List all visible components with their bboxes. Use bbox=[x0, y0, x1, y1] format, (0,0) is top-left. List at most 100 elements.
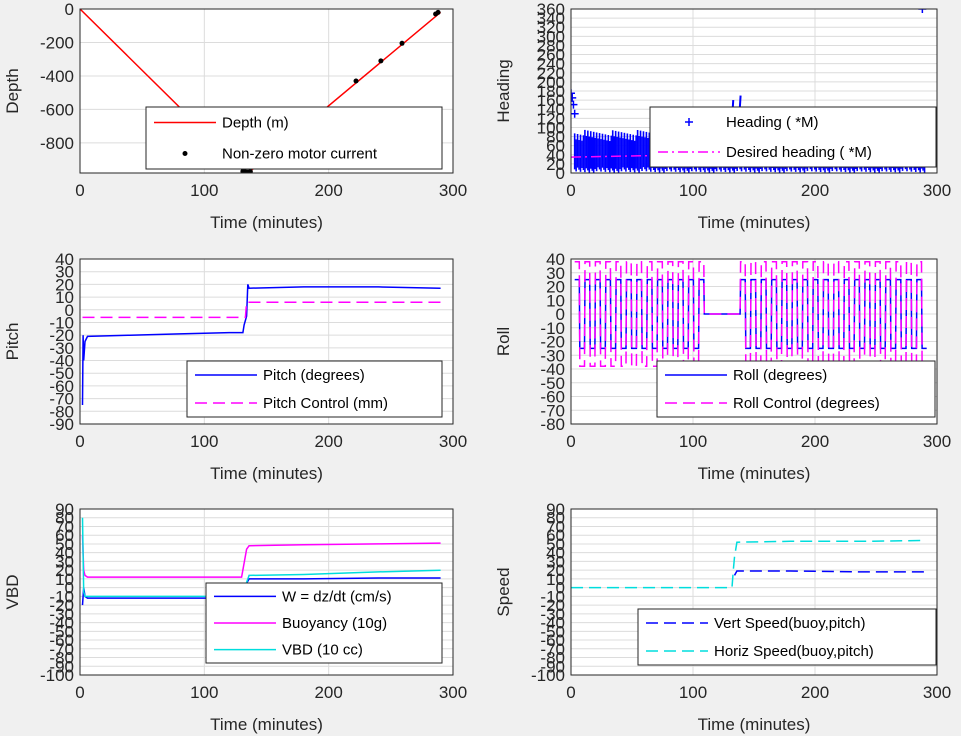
y-tick-label: 30 bbox=[55, 263, 74, 282]
y-tick-label: 0 bbox=[65, 579, 74, 598]
x-tick-label: 200 bbox=[314, 683, 342, 702]
x-tick-label: 100 bbox=[679, 683, 707, 702]
y-tick-label: 10 bbox=[546, 291, 565, 310]
axes-box bbox=[570, 258, 938, 425]
y-tick-label: 20 bbox=[546, 278, 565, 297]
legend: Roll (degrees) Roll Control (degrees) bbox=[656, 360, 936, 418]
y-tick-label: -20 bbox=[540, 596, 565, 615]
y-tick-label: 40 bbox=[55, 250, 74, 269]
x-axis-label: Time (minutes) bbox=[698, 213, 811, 232]
y-tick-label: -70 bbox=[49, 390, 74, 409]
legend: Pitch (degrees) Pitch Control (mm) bbox=[186, 360, 443, 418]
x-axis-label: Time (minutes) bbox=[210, 213, 323, 232]
x-tick-label: 300 bbox=[923, 181, 951, 200]
y-tick-label: -90 bbox=[49, 657, 74, 676]
y-tick-label: 80 bbox=[546, 128, 565, 147]
y-axis-label: Depth bbox=[3, 68, 22, 113]
legend-marker bbox=[685, 118, 693, 126]
y-tick-label: 10 bbox=[546, 570, 565, 589]
y-tick-label: -50 bbox=[49, 364, 74, 383]
y-tick-label: 220 bbox=[537, 64, 565, 83]
y-tick-label: 80 bbox=[55, 509, 74, 528]
legend-label: Horiz Speed(buoy,pitch) bbox=[714, 643, 874, 660]
y-tick-label: 60 bbox=[546, 526, 565, 545]
x-tick-label: 300 bbox=[439, 683, 467, 702]
y-tick-label: -40 bbox=[540, 614, 565, 633]
y-tick-label: -100 bbox=[531, 666, 565, 685]
y-tick-label: -60 bbox=[540, 388, 565, 407]
legend-box bbox=[145, 106, 443, 170]
y-tick-label: -30 bbox=[49, 339, 74, 358]
y-tick-label: 360 bbox=[537, 0, 565, 19]
axes-box bbox=[79, 508, 454, 676]
x-tick-label: 200 bbox=[801, 181, 829, 200]
y-tick-label: -40 bbox=[49, 614, 74, 633]
legend: W = dz/dt (cm/s) Buoyancy (10g) VBD (10 cc… bbox=[205, 582, 443, 664]
y-axis-label: Heading bbox=[494, 59, 513, 122]
series-line-0 bbox=[574, 278, 927, 350]
y-axis-label: VBD bbox=[3, 575, 22, 610]
x-tick-label: 200 bbox=[314, 432, 342, 451]
y-tick-label: -200 bbox=[40, 33, 74, 52]
y-tick-label: 0 bbox=[556, 579, 565, 598]
series-line-1 bbox=[81, 535, 441, 578]
legend-label: Heading ( *M) bbox=[726, 114, 819, 131]
y-tick-label: 0 bbox=[556, 305, 565, 324]
y-tick-label: -20 bbox=[540, 333, 565, 352]
legend-box bbox=[656, 360, 936, 418]
y-tick-label: -10 bbox=[49, 313, 74, 332]
y-tick-label: 300 bbox=[537, 27, 565, 46]
x-tick-label: 0 bbox=[566, 683, 575, 702]
legend: Depth (m) Non-zero motor current bbox=[145, 106, 443, 170]
y-tick-label: 320 bbox=[537, 18, 565, 37]
legend-marker bbox=[182, 151, 188, 156]
y-tick-label: -80 bbox=[540, 415, 565, 434]
y-tick-label: 340 bbox=[537, 9, 565, 28]
y-tick-label: -20 bbox=[49, 596, 74, 615]
series-group bbox=[80, 9, 442, 173]
y-tick-label: -80 bbox=[49, 649, 74, 668]
y-tick-label: -60 bbox=[49, 631, 74, 650]
legend-label: Desired heading ( *M) bbox=[726, 144, 872, 161]
legend-label: Roll (degrees) bbox=[733, 367, 827, 384]
x-tick-label: 0 bbox=[566, 181, 575, 200]
legend-label: VBD (10 cc) bbox=[282, 642, 363, 659]
series-line-1 bbox=[574, 261, 927, 368]
y-tick-label: 260 bbox=[537, 46, 565, 65]
data-point bbox=[571, 89, 575, 98]
y-tick-label: 180 bbox=[537, 82, 565, 101]
legend-label: Vert Speed(buoy,pitch) bbox=[714, 615, 865, 632]
y-tick-label: -10 bbox=[49, 587, 74, 606]
x-tick-label: 100 bbox=[679, 432, 707, 451]
y-tick-label: -600 bbox=[40, 100, 74, 119]
x-tick-label: 200 bbox=[801, 683, 829, 702]
y-tick-label: 60 bbox=[55, 526, 74, 545]
legend-label: Non-zero motor current bbox=[222, 146, 378, 163]
data-point bbox=[378, 58, 384, 64]
y-tick-label: -100 bbox=[40, 666, 74, 685]
chart-pitch: 0 100 200 300403020100-10-20-30-40-50-60-70… bbox=[3, 250, 467, 483]
y-axis-label: Speed bbox=[494, 567, 513, 616]
x-axis-label: Time (minutes) bbox=[210, 715, 323, 734]
series-group bbox=[571, 539, 925, 589]
x-tick-label: 300 bbox=[923, 432, 951, 451]
x-tick-label: 0 bbox=[75, 683, 84, 702]
axes-box bbox=[79, 8, 454, 174]
series-line-0 bbox=[81, 284, 441, 406]
legend-box bbox=[649, 106, 937, 168]
y-tick-label: 20 bbox=[55, 275, 74, 294]
data-point bbox=[571, 100, 578, 109]
y-tick-label: 50 bbox=[55, 535, 74, 554]
x-tick-label: 200 bbox=[801, 432, 829, 451]
chart-depth: 0 100 200 300 0 -200 -400 -600 -800 Time (minutes… bbox=[3, 0, 467, 232]
y-tick-label: 140 bbox=[537, 100, 565, 119]
y-tick-label: -50 bbox=[49, 622, 74, 641]
data-point bbox=[247, 169, 253, 173]
y-tick-label: 10 bbox=[55, 288, 74, 307]
y-tick-label: 240 bbox=[537, 55, 565, 74]
x-axis-label: Time (minutes) bbox=[698, 715, 811, 734]
chart-speed: 0 100 200 3009080706050403020100-10-20-30-4… bbox=[494, 500, 951, 734]
x-axis-label: Time (minutes) bbox=[210, 464, 323, 483]
x-tick-label: 0 bbox=[566, 432, 575, 451]
